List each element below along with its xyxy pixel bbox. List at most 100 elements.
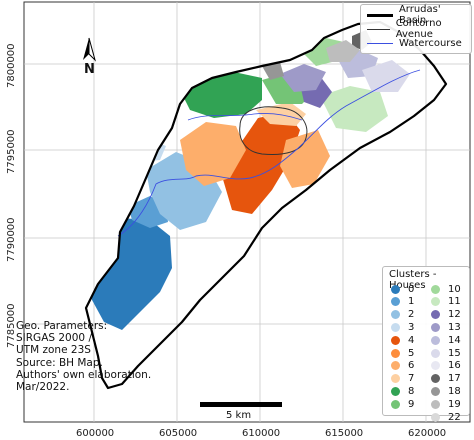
legend-label: Watercourse [399, 37, 462, 49]
cluster-label: 18 [448, 385, 461, 397]
cluster-legend-item: 17 [431, 373, 461, 385]
cluster-label: 0 [408, 283, 415, 295]
cluster-legend-item: 3 [391, 321, 414, 333]
cluster-legend-item: 12 [431, 309, 461, 321]
scale-bar-label: 5 km [226, 410, 252, 421]
cluster-label: 17 [448, 373, 461, 385]
watercourse-line [117, 69, 421, 237]
x-tick-label: 615000 [325, 428, 363, 439]
cluster-legend-item: 4 [391, 334, 414, 346]
x-tick-label: 605000 [159, 428, 197, 439]
note-line: Geo. Parameters: [16, 320, 108, 332]
cluster-color-dot [431, 284, 440, 294]
cluster-15-area [362, 60, 410, 92]
legend-label: Arrudas' Basin [398, 4, 441, 26]
watercourse-line [187, 113, 303, 121]
cluster-legend-item: 16 [431, 360, 461, 372]
y-tick-label: 7800000 [6, 43, 17, 88]
cluster-label: 4 [408, 334, 415, 346]
cluster-legend-item: 7 [391, 373, 414, 385]
cluster-label: 22 [448, 411, 461, 423]
x-tick-label: 600000 [76, 428, 114, 439]
cluster-legend-item: 18 [431, 385, 461, 397]
scale-bar [200, 402, 282, 407]
arrudas-basin-outline [84, 20, 448, 390]
legend-swatch [367, 13, 393, 17]
legend-item-watercourse: Watercourse [367, 37, 462, 49]
cluster-color-dot [391, 297, 400, 307]
clusters-legend-title: Clusters - Houses [389, 269, 437, 291]
cluster-label: 14 [448, 334, 461, 346]
cluster-color-dot [391, 322, 400, 332]
cluster-label: 6 [408, 360, 415, 372]
cluster-legend-item: 19 [431, 398, 461, 410]
cluster-legend-item: 15 [431, 347, 461, 359]
x-tick-label: 620000 [408, 428, 446, 439]
cluster-color-dot [391, 399, 400, 409]
cluster-color-dot [431, 310, 440, 320]
cluster-color-dot [431, 348, 440, 358]
cluster-color-dot [431, 399, 440, 409]
cluster-color-dot [431, 374, 440, 384]
layer-legend: Arrudas' Basin Contorno Avenue Watercour… [360, 4, 472, 54]
cluster-label: 13 [448, 321, 461, 333]
cluster-label: 8 [408, 385, 415, 397]
note-line: UTM zone 23S [16, 344, 91, 357]
y-tick-label: 7790000 [6, 217, 17, 262]
cluster-label: 19 [448, 398, 461, 410]
cluster-label: 9 [408, 398, 415, 410]
cluster-18-area [262, 62, 284, 80]
legend-item-basin: Arrudas' Basin [367, 4, 471, 26]
cluster-7-area [256, 102, 306, 126]
cluster-label: 1 [408, 296, 415, 308]
cluster-color-dot [391, 310, 400, 320]
cluster-legend-item: 22 [431, 411, 461, 423]
cluster-color-dot [431, 361, 440, 371]
note-line: Mar/2022. [16, 381, 70, 394]
note-line: Authors' own elaboration. [16, 368, 152, 381]
cluster-4-area [222, 112, 300, 214]
cluster-legend-item: 9 [391, 398, 414, 410]
cluster-label: 3 [408, 321, 415, 333]
cluster-legend-item: 10 [431, 283, 461, 295]
x-tick-label: 610000 [242, 428, 280, 439]
y-tick-label: 7785000 [6, 303, 17, 348]
cluster-legend-item: 6 [391, 360, 414, 372]
north-arrow-icon [83, 37, 96, 62]
cluster-legend-item: 5 [391, 347, 414, 359]
cluster-legend-item: 13 [431, 321, 461, 333]
cluster-6-area [180, 122, 246, 186]
legend-item-avenue: Contorno Avenue [367, 18, 471, 40]
map-notes: Geo. Parameters: SIRGAS 2000 / UTM zone … [16, 320, 151, 393]
cluster-label: 16 [448, 360, 461, 372]
y-axis-ticks: 7800000 7795000 7790000 7785000 [6, 43, 17, 348]
cluster-color-dot [391, 348, 400, 358]
cluster-patches [86, 30, 410, 330]
cluster-color-dot [391, 361, 400, 371]
cluster-legend-item: 0 [391, 283, 414, 295]
cluster-color-dot [391, 386, 400, 396]
clusters-legend: Clusters - Houses 0 1 2 3 4 5 6 7 8 9 10 11 12 13 14 15… [382, 266, 470, 423]
cluster-label: 7 [408, 373, 415, 385]
cluster-label: 12 [448, 309, 461, 321]
contorno-avenue-line [239, 106, 308, 155]
north-label: N [84, 62, 95, 77]
cluster-color-dot [431, 412, 440, 422]
cluster-color-dot [431, 386, 440, 396]
cluster-color-dot [431, 322, 440, 332]
cluster-color-dot [391, 284, 400, 294]
cluster-legend-item: 1 [391, 296, 414, 308]
cluster-legend-item: 2 [391, 309, 414, 321]
cluster-color-dot [391, 335, 400, 345]
legend-swatch [367, 42, 393, 44]
note-line: SIRGAS 2000 / [16, 332, 92, 345]
cluster-legend-item: 8 [391, 385, 414, 397]
legend-swatch [367, 28, 390, 30]
cluster-6b-area [280, 130, 330, 188]
note-line: Source: BH Map. [16, 356, 103, 369]
cluster-label: 5 [408, 347, 415, 359]
cluster-label: 15 [448, 347, 461, 359]
legend-label: Contorno Avenue [395, 18, 442, 40]
cluster-color-dot [391, 374, 400, 384]
